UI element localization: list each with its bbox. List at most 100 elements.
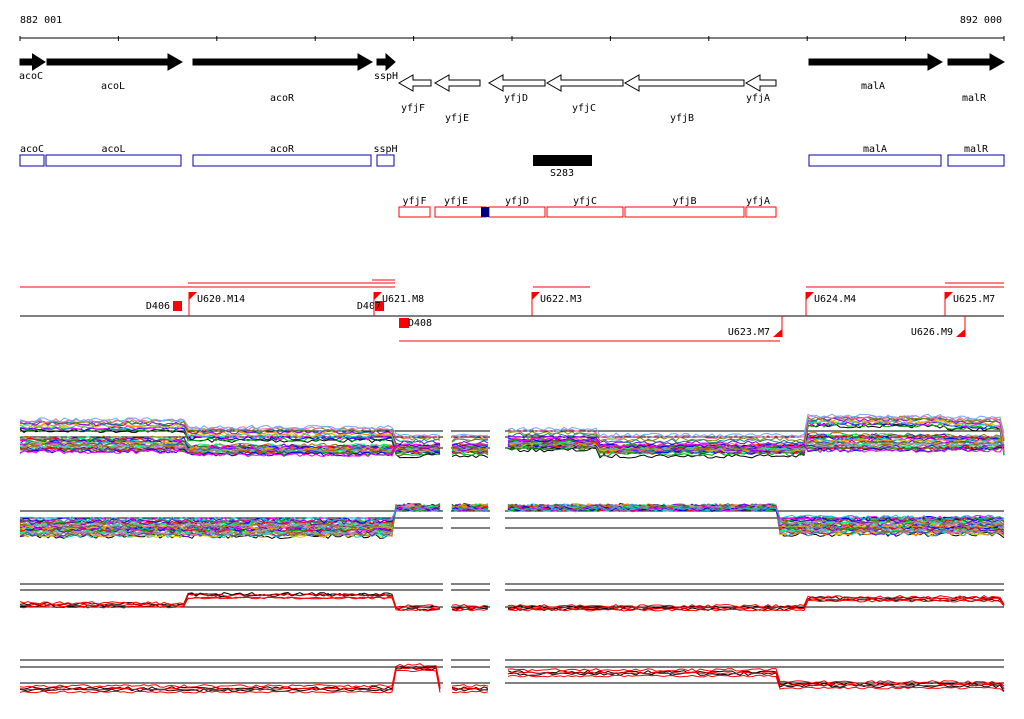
expressed-box-label: yfjF [402,196,426,207]
annotated-box-label: sspH [373,144,397,155]
profile-gap [490,615,505,695]
profile-panel-2 [19,466,1005,546]
annotated-box-acor[interactable]: acoR [192,144,372,167]
profile-line [19,413,1005,438]
gene-arrow-yfja[interactable]: yfjA [744,74,777,104]
gene-arrow-label: malR [962,93,987,104]
gene-arrow-acoc[interactable]: acoC [19,53,46,82]
expressed-box-label: yfjC [573,196,597,207]
profile-line [19,596,1005,610]
gene-arrow-label: yfjD [504,93,528,104]
expressed-box-label: yfjD [505,196,529,207]
annotated-box-shape [808,154,942,167]
profile-line [19,596,1005,612]
segment-label: U621.M8 [382,294,424,305]
annotated-box-label: acoC [20,144,44,155]
segment-u623-m7[interactable]: U623.M7 [728,316,783,338]
segment-u624-m4[interactable]: U624.M4 [805,292,856,316]
gene-arrow-acor[interactable]: acoR [192,53,374,104]
annotated-box-label: acoR [270,144,295,155]
expressed-box-shape [488,206,546,218]
annotated-box-malr[interactable]: malR [947,144,1005,167]
segment-marker [399,318,409,328]
expressed-box-yfjb[interactable]: yfjB [624,196,745,218]
gene-arrow-shape [744,74,777,92]
gene-arrow-yfjb[interactable]: yfjB [623,74,745,124]
profile-line [19,415,1005,442]
gene-arrow-ssph[interactable]: sspH [374,52,398,82]
segment-u626-m9[interactable]: U626.M9 [911,316,966,338]
segment-label: U626.M9 [911,327,953,338]
gene-arrow-shape [192,53,374,71]
segment-d406[interactable]: D406 [146,301,182,312]
gene-arrow-shape [947,53,1006,71]
segment-d408[interactable]: D408 [399,318,432,329]
segment-flag [773,329,782,337]
gene-arrow-mala[interactable]: malA [808,53,944,92]
annotated-box-shape [947,154,1005,167]
gene-arrow-yfjd[interactable]: yfjD [487,74,546,104]
gene-arrow-shape [46,53,184,71]
gene-arrow-shape [397,74,432,92]
annotated-box-shape [376,154,395,167]
segment-d407[interactable]: D407 [357,301,384,312]
gene-arrow-yfjc[interactable]: yfjC [545,74,624,114]
gene-arrow-label: sspH [374,71,398,82]
annotated-gene-track: acoC acoL acoR sspH malA malR [19,144,1005,167]
highlight-block [481,207,489,217]
segment-u625-m7[interactable]: U625.M7 [944,292,995,316]
profile-gap [443,466,451,546]
segment-flag [945,292,953,300]
coordinate-ruler: 882 001 892 000 [19,15,1005,41]
expressed-box-yfja[interactable]: yfjA [745,196,777,218]
annotated-box-shape [45,154,182,167]
annotated-box-acoc[interactable]: acoC [19,144,45,167]
annotated-box-shape [192,154,372,167]
segment-marker [375,301,384,311]
gene-arrow-acol[interactable]: acoL [46,53,184,92]
gene-arrow-malr[interactable]: malR [947,53,1006,104]
expressed-box-yfjc[interactable]: yfjC [546,196,624,218]
ruler-start-label: 882 001 [20,15,62,26]
profile-panel-4 [19,615,1005,695]
segment-flag [189,292,197,300]
expressed-box-yfjf[interactable]: yfjF [398,196,431,218]
segment-flag [532,292,540,300]
feature-s283[interactable]: S283 [533,155,592,179]
segment-label: D408 [408,318,432,329]
expressed-box-yfjd[interactable]: yfjD [488,196,546,218]
annotated-box-ssph[interactable]: sspH [373,144,398,167]
gene-arrow-label: yfjF [401,103,425,114]
segment-u620-m14[interactable]: U620.M14 [188,292,245,316]
expressed-box-yfje[interactable]: yfjE [434,196,487,218]
annotated-box-mala[interactable]: malA [808,144,942,167]
expressed-box-shape [398,206,431,218]
segment-flag [374,292,382,300]
expressed-box-label: yfjB [672,196,696,207]
profile-panel-1 [19,386,1005,466]
expressed-box-shape [745,206,777,218]
profile-line [20,506,1005,523]
segment-u622-m3[interactable]: U622.M3 [531,292,582,316]
gene-arrow-yfjf[interactable]: yfjF [397,74,432,114]
gene-arrow-yfje[interactable]: yfjE [433,74,481,124]
segment-label: U623.M7 [728,327,770,338]
gene-arrow-shape [376,52,396,72]
segment-u621-m8[interactable]: U621.M8 [373,292,424,316]
profile-gap [490,386,505,466]
annotated-box-acol[interactable]: acoL [45,144,182,167]
gene-arrow-label: yfjB [670,113,694,124]
segment-marker [173,301,182,311]
expression-profiles [19,386,1005,695]
expressed-gene-track: yfjF yfjE yfjD yfjC yfjB yfjA [398,196,777,218]
segment-label: U624.M4 [814,294,856,305]
segment-label: U620.M14 [197,294,245,305]
annotated-box-shape [19,154,45,167]
segment-label: D406 [146,301,170,312]
gene-arrow-shape [808,53,944,71]
ruler-end-label: 892 000 [960,15,1002,26]
segment-label: U625.M7 [953,294,995,305]
